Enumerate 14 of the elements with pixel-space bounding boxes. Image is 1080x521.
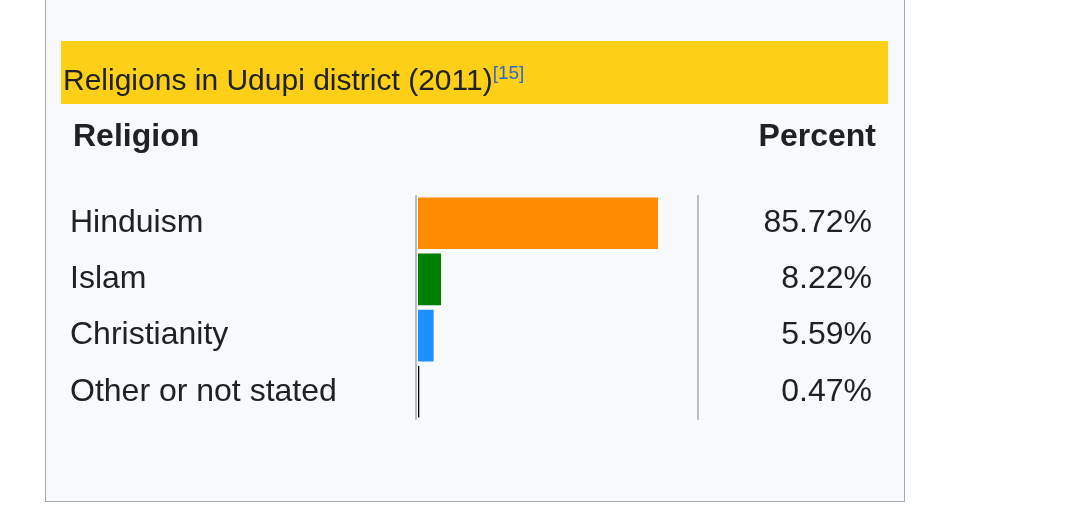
data-label: 8.22% [781,259,872,296]
text: Percent [758,116,876,155]
y-tick-label: Other or not stated [70,371,337,408]
chart-title: Religions in Udupi district (2011)$^{[15]}$ [61,41,888,104]
text: Religion [73,116,200,155]
data-label: 85.72% [763,203,872,240]
bar [418,197,659,250]
bar [418,309,434,362]
y-tick-label: Islam [70,259,147,296]
data-label: 5.59% [781,315,872,352]
y-tick-label: Christianity [70,315,229,352]
bar [418,253,442,306]
data-label: 0.47% [781,371,872,408]
y-tick-label: Hinduism [70,203,204,240]
